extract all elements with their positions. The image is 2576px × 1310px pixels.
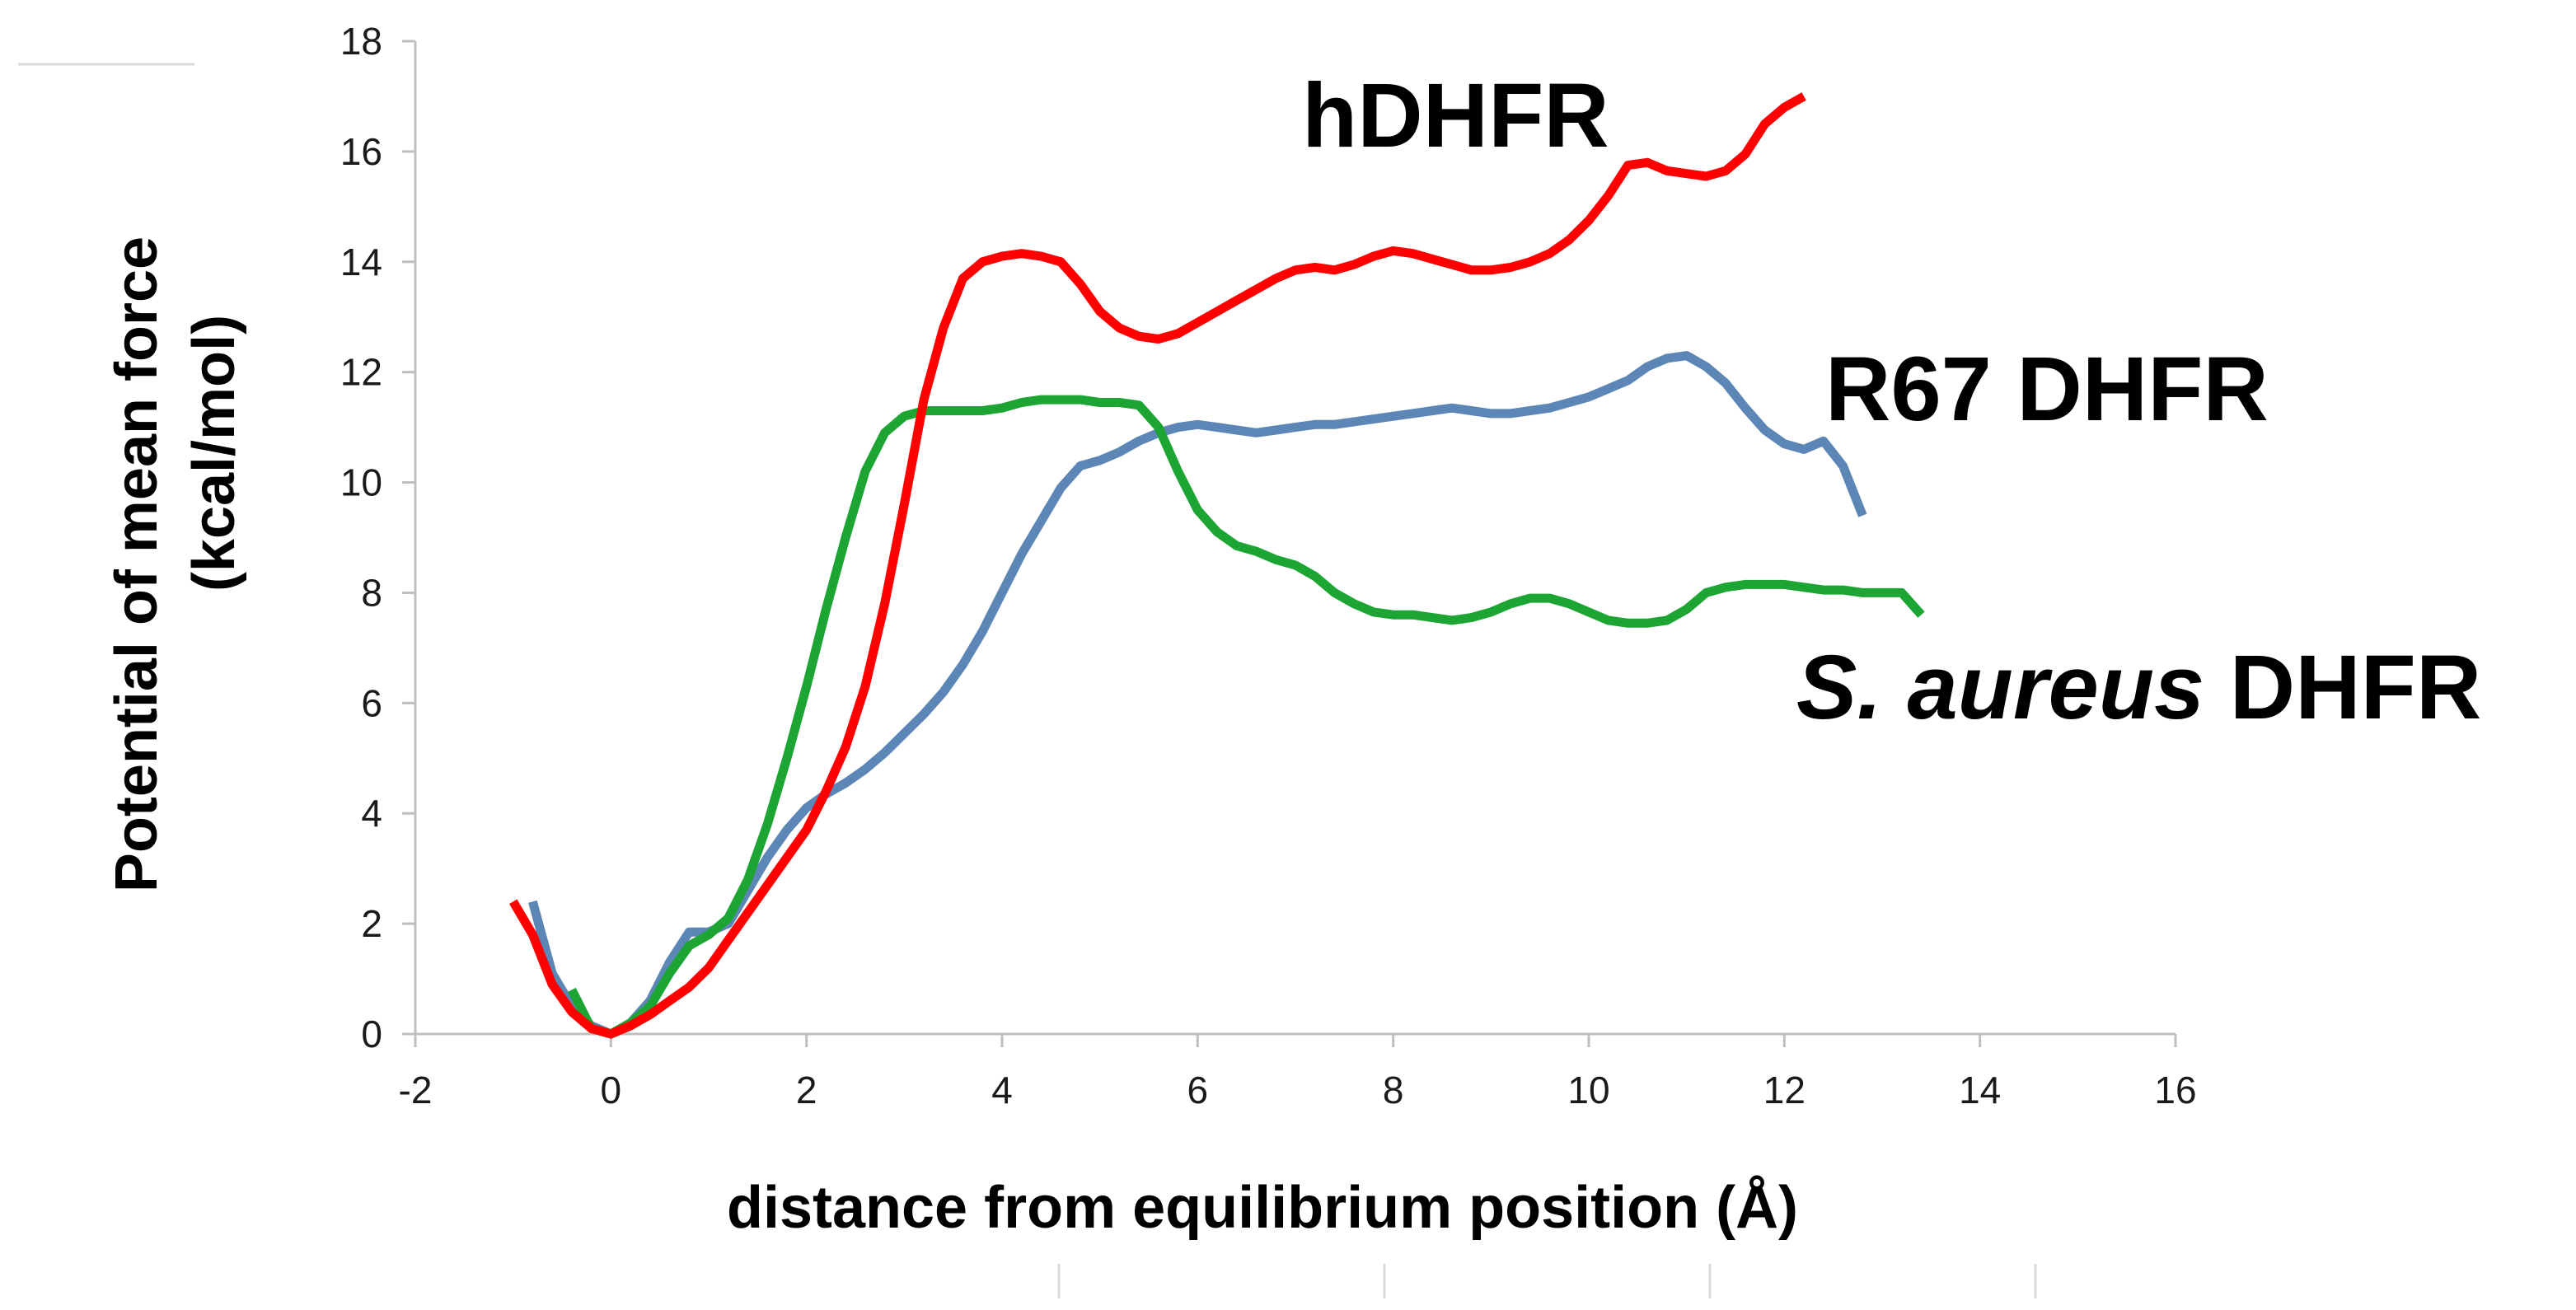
series-label-r67-dhfr: R67 DHFR bbox=[1825, 339, 2269, 440]
y-tick-label: 12 bbox=[340, 351, 382, 394]
x-tick-label: -2 bbox=[399, 1069, 433, 1111]
axes: 0 2 4 6 8 10 12 14 16 18 -2 0 2 4 6 8 10 12 14 16 bbox=[340, 20, 2197, 1111]
x-tick-label: 6 bbox=[1187, 1069, 1209, 1111]
series-label-part: R67 DHFR bbox=[1825, 339, 2269, 440]
x-axis-title: distance from equilibrium position (Å) bbox=[727, 1175, 1798, 1241]
series-label-hdhfr: hDHFR bbox=[1302, 65, 1609, 166]
x-tick-label: 12 bbox=[1763, 1069, 1806, 1111]
x-tick-label: 10 bbox=[1567, 1069, 1609, 1111]
y-tick-label: 4 bbox=[361, 792, 382, 835]
x-tick-label: 4 bbox=[991, 1069, 1013, 1111]
y-tick-label: 2 bbox=[361, 902, 382, 945]
y-tick-label: 16 bbox=[340, 130, 382, 173]
x-tick-label: 8 bbox=[1383, 1069, 1404, 1111]
bottom-decoration bbox=[1057, 1264, 2037, 1298]
series-lines bbox=[508, 92, 1925, 1039]
y-tick-label: 0 bbox=[361, 1013, 382, 1055]
y-axis-title-line2: (kcal/mol) bbox=[181, 315, 247, 592]
y-tick-label: 14 bbox=[340, 241, 382, 283]
series-label-part: DHFR bbox=[2204, 637, 2481, 738]
y-tick-label: 18 bbox=[340, 20, 382, 63]
series-label-s-aureus-dhfr: S. aureus DHFR bbox=[1796, 637, 2481, 738]
x-tick-label: 2 bbox=[796, 1069, 817, 1111]
x-tick-label: 16 bbox=[2154, 1069, 2196, 1111]
x-tick-label: 0 bbox=[601, 1069, 622, 1111]
y-tick-label: 6 bbox=[361, 681, 382, 724]
series-line-s-aureus-dhfr bbox=[567, 395, 1925, 1039]
series-line-hdhfr bbox=[508, 92, 1806, 1039]
series-label-part: S. aureus bbox=[1796, 637, 2204, 738]
y-axis-ticks: 0 2 4 6 8 10 12 14 16 18 bbox=[340, 20, 415, 1055]
y-tick-label: 8 bbox=[361, 571, 382, 614]
x-axis-ticks: -2 0 2 4 6 8 10 12 14 16 bbox=[399, 1034, 2197, 1111]
y-tick-label: 10 bbox=[340, 461, 382, 504]
y-axis-title-line1: Potential of mean force bbox=[104, 236, 170, 892]
series-label-part: hDHFR bbox=[1302, 65, 1609, 166]
series-line-r67-dhfr bbox=[528, 351, 1867, 1039]
x-tick-label: 14 bbox=[1959, 1069, 2001, 1111]
